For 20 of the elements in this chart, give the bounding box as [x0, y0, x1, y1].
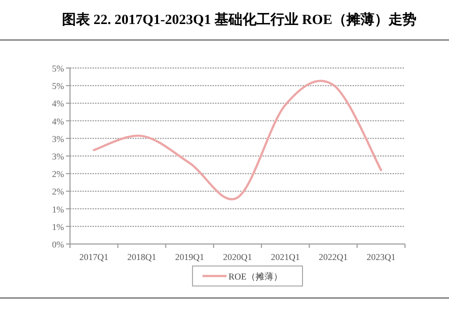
y-tick-label: 5%	[52, 64, 64, 74]
x-tick-label: 2020Q1	[223, 252, 252, 262]
y-tick-label: 3%	[52, 152, 64, 162]
legend-label: ROE（摊薄）	[228, 272, 282, 282]
y-tick-label: 1%	[52, 204, 64, 214]
x-tick-label: 2021Q1	[270, 252, 300, 262]
x-tick-label: 2023Q1	[366, 252, 396, 262]
y-tick-label: 1%	[52, 222, 64, 232]
y-tick-label: 3%	[52, 134, 64, 144]
y-tick-label: 4%	[52, 98, 64, 109]
y-tick-label: 5%	[52, 81, 64, 92]
y-tick-label: 4%	[52, 116, 64, 126]
x-tick-label: 2019Q1	[175, 252, 204, 262]
y-tick-label: 2%	[52, 169, 64, 180]
chart-title: 图表 22. 2017Q1-2023Q1 基础化工行业 ROE（摊薄）走势	[62, 12, 416, 28]
y-tick-label: 0%	[52, 240, 64, 250]
x-tick-label: 2022Q1	[318, 252, 348, 262]
x-tick-label: 2017Q1	[79, 252, 108, 262]
x-tick-label: 2018Q1	[127, 252, 156, 262]
y-tick-label: 2%	[52, 186, 64, 197]
